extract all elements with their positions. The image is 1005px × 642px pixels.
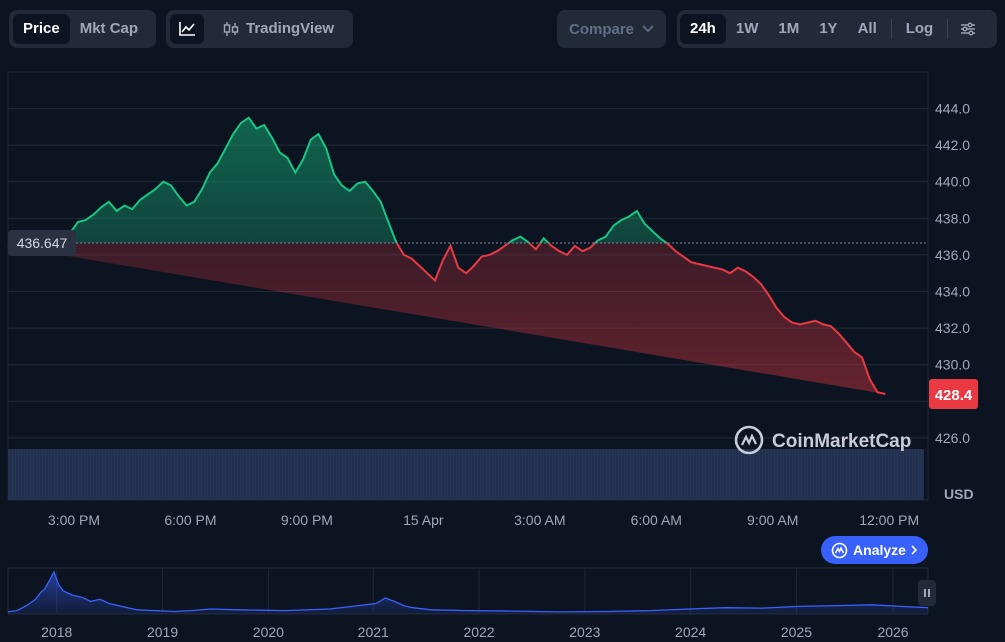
y-tick-label: 434.0 (935, 284, 970, 300)
metric-toggle: Price Mkt Cap (9, 10, 156, 48)
y-axis: 426.0428.0430.0432.0434.0436.0438.0440.0… (929, 101, 978, 502)
y-unit-label: USD (944, 486, 974, 502)
tradingview-button[interactable]: TradingView (212, 14, 344, 44)
chart-type-toggle: TradingView (166, 10, 353, 48)
chevron-right-icon (911, 545, 918, 555)
x-tick-label: 9:00 PM (281, 512, 333, 528)
navigator-year-label: 2019 (147, 624, 178, 640)
x-tick-label: 15 Apr (403, 512, 444, 528)
divider (890, 19, 892, 39)
tab-mkt-cap[interactable]: Mkt Cap (79, 20, 139, 37)
range-1m[interactable]: 1M (778, 20, 800, 37)
tab-price[interactable]: Price (13, 14, 70, 44)
navigator-year-label: 2023 (569, 624, 600, 640)
navigator-year-label: 2022 (463, 624, 494, 640)
y-tick-label: 442.0 (935, 137, 970, 153)
price-area (8, 117, 886, 394)
navigator-year-label: 2026 (877, 624, 908, 640)
candlestick-icon (223, 22, 239, 36)
analyze-icon (831, 542, 848, 558)
area-below-reference (8, 243, 886, 394)
sliders-icon (961, 22, 976, 36)
compare-dropdown[interactable]: Compare (557, 10, 666, 48)
watermark: CoinMarketCap (734, 425, 911, 455)
navigator-year-label: 2020 (253, 624, 284, 640)
y-tick-label: 430.0 (935, 357, 970, 373)
x-tick-label: 6:00 AM (631, 512, 682, 528)
y-tick-label: 432.0 (935, 320, 970, 336)
range-toggle: 24h 1W 1M 1Y All Log (677, 10, 997, 48)
last-price-label: 428.4 (935, 387, 973, 404)
x-tick-label: 9:00 AM (747, 512, 798, 528)
tradingview-label: TradingView (246, 20, 335, 37)
analyze-label: Analyze (853, 542, 906, 558)
price-line (7, 116, 886, 395)
last-price-badge (929, 378, 978, 409)
reference-price-label: 436.647 (17, 235, 68, 251)
coinmarketcap-logo-mark (741, 433, 757, 446)
navigator-area (8, 572, 928, 614)
navigator-line (7, 570, 929, 613)
navigator-year-label: 2018 (41, 624, 72, 640)
divider (947, 19, 949, 39)
area-above-reference (40, 117, 667, 244)
navigator[interactable]: 2018 2019 2020 2021 2022 2023 2024 2025 2026 (7, 567, 929, 640)
volume-area (8, 449, 924, 500)
line-chart-button[interactable] (170, 14, 204, 44)
navigator-year-label: 2021 (358, 624, 389, 640)
y-tick-label: 426.0 (935, 430, 970, 446)
pause-icon (924, 589, 930, 597)
settings-button[interactable] (952, 14, 984, 44)
range-all[interactable]: All (857, 20, 877, 37)
x-tick-label: 3:00 AM (514, 512, 565, 528)
line-below-reference (7, 243, 886, 395)
chevron-down-icon (642, 25, 654, 33)
coinmarketcap-logo-icon (734, 425, 764, 455)
x-axis: 3:00 PM 6:00 PM 9:00 PM 15 Apr 3:00 AM 6:00 A… (48, 512, 919, 528)
reference-price: 436.647 (8, 230, 928, 257)
y-tick-label: 436.0 (935, 247, 970, 263)
y-tick-label: 444.0 (935, 101, 970, 117)
navigator-handle[interactable] (918, 580, 936, 606)
y-tick-label: 440.0 (935, 174, 970, 190)
x-tick-label: 3:00 PM (48, 512, 100, 528)
range-1w[interactable]: 1W (735, 20, 759, 37)
x-tick-label: 12:00 PM (859, 512, 919, 528)
navigator-year-label: 2024 (675, 624, 706, 640)
x-tick-label: 6:00 PM (164, 512, 216, 528)
range-1y[interactable]: 1Y (819, 20, 838, 37)
range-24h[interactable]: 24h (680, 14, 726, 44)
line-chart-icon (179, 22, 195, 36)
reference-label-bg (8, 230, 76, 257)
compare-label: Compare (569, 20, 635, 38)
navigator-year-label: 2025 (781, 624, 812, 640)
line-above-reference (38, 116, 669, 244)
y-tick-label: 438.0 (935, 210, 970, 226)
watermark-text: CoinMarketCap (772, 431, 911, 452)
analyze-button[interactable]: Analyze (821, 536, 928, 564)
log-toggle[interactable]: Log (905, 20, 934, 37)
volume-bars (7, 449, 924, 500)
